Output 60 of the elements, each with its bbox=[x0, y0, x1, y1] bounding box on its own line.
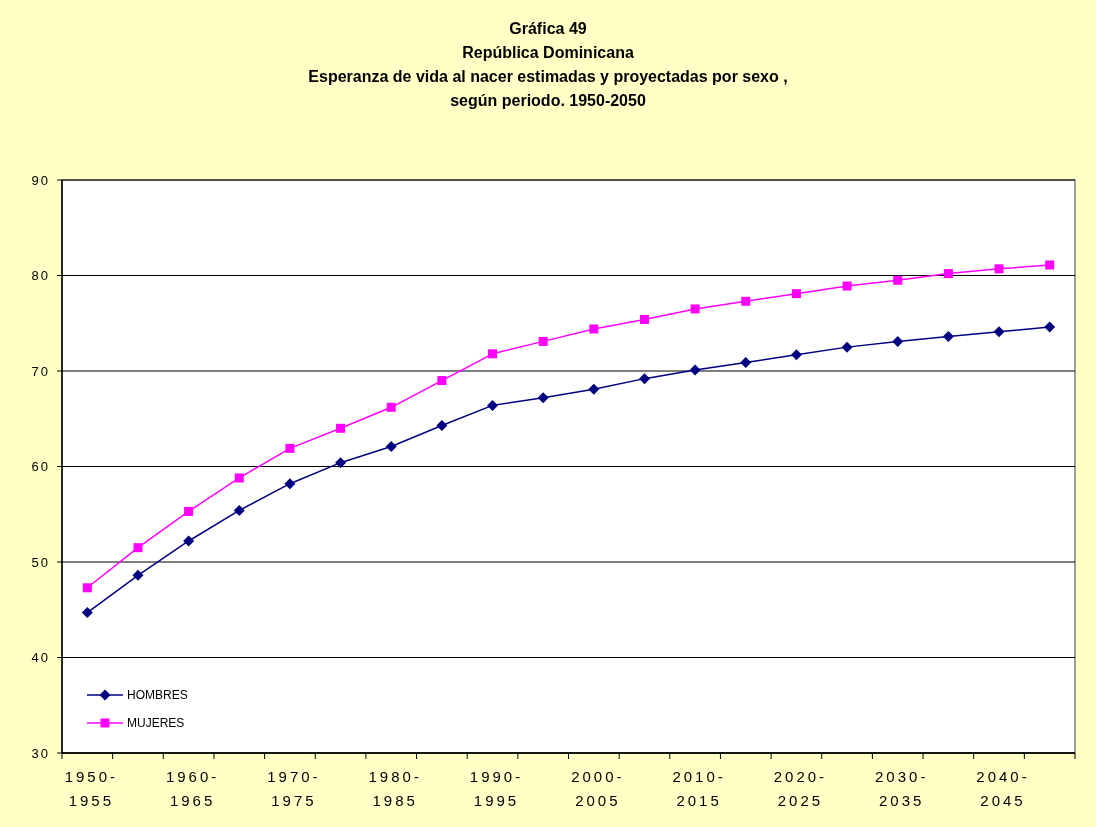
x-tick-label: 2020-2025 bbox=[773, 768, 828, 809]
x-tick-label: 1990-1995 bbox=[469, 768, 524, 809]
x-tick-label: 2030-2035 bbox=[875, 768, 929, 809]
point bbox=[183, 535, 195, 547]
x-tick-label: 2000-2005 bbox=[571, 768, 625, 809]
point bbox=[335, 457, 347, 469]
point bbox=[639, 314, 649, 324]
point bbox=[538, 336, 548, 346]
point bbox=[690, 304, 700, 314]
chart-title: Gráfica 49 República Dominicana Esperanza de vida al nacer estimadas y proyectadas por sexo , según periodo. 1950-2050 bbox=[308, 20, 788, 109]
point bbox=[437, 376, 447, 386]
x-tick-label: 1970-1975 bbox=[267, 768, 321, 809]
point bbox=[791, 289, 801, 299]
point bbox=[386, 402, 396, 412]
point bbox=[133, 543, 143, 553]
point bbox=[436, 419, 448, 431]
y-tick-label: 60 bbox=[31, 459, 50, 475]
point bbox=[994, 264, 1004, 274]
point bbox=[284, 478, 296, 490]
point bbox=[892, 335, 904, 347]
y-tick-label: 30 bbox=[31, 745, 50, 761]
point bbox=[385, 440, 397, 452]
y-tick-label: 80 bbox=[31, 268, 50, 284]
point bbox=[234, 473, 244, 483]
point bbox=[1045, 260, 1055, 270]
point bbox=[893, 275, 903, 285]
point bbox=[285, 443, 295, 453]
point bbox=[638, 373, 650, 385]
point bbox=[741, 296, 751, 306]
y-tick-label: 70 bbox=[31, 363, 50, 379]
point bbox=[537, 392, 549, 404]
x-tick-label: 1950-1955 bbox=[64, 768, 119, 809]
point bbox=[81, 607, 93, 619]
point bbox=[942, 331, 954, 343]
point bbox=[589, 324, 599, 334]
point bbox=[82, 583, 92, 593]
x-tick-label: 2010-2015 bbox=[672, 768, 726, 809]
point bbox=[1044, 321, 1056, 333]
y-tick-label: 90 bbox=[31, 172, 50, 188]
point bbox=[488, 349, 498, 359]
point bbox=[336, 423, 346, 433]
point bbox=[132, 569, 144, 581]
point bbox=[842, 281, 852, 291]
point bbox=[943, 269, 953, 279]
legend-label: MUJERES bbox=[127, 716, 185, 731]
point bbox=[184, 506, 194, 516]
point bbox=[689, 364, 701, 376]
y-tick-label: 40 bbox=[31, 650, 50, 666]
y-tick-label: 50 bbox=[31, 554, 50, 570]
point bbox=[993, 326, 1005, 338]
point bbox=[841, 341, 853, 353]
point bbox=[487, 399, 499, 411]
point bbox=[233, 504, 245, 516]
point bbox=[790, 349, 802, 361]
point bbox=[588, 383, 600, 395]
x-tick-label: 1960-1965 bbox=[165, 768, 220, 809]
legend-label: HOMBRES bbox=[127, 688, 188, 703]
point bbox=[740, 356, 752, 368]
x-tick-label: 1980-1985 bbox=[368, 768, 422, 809]
x-tick-label: 2040-2045 bbox=[976, 768, 1030, 809]
